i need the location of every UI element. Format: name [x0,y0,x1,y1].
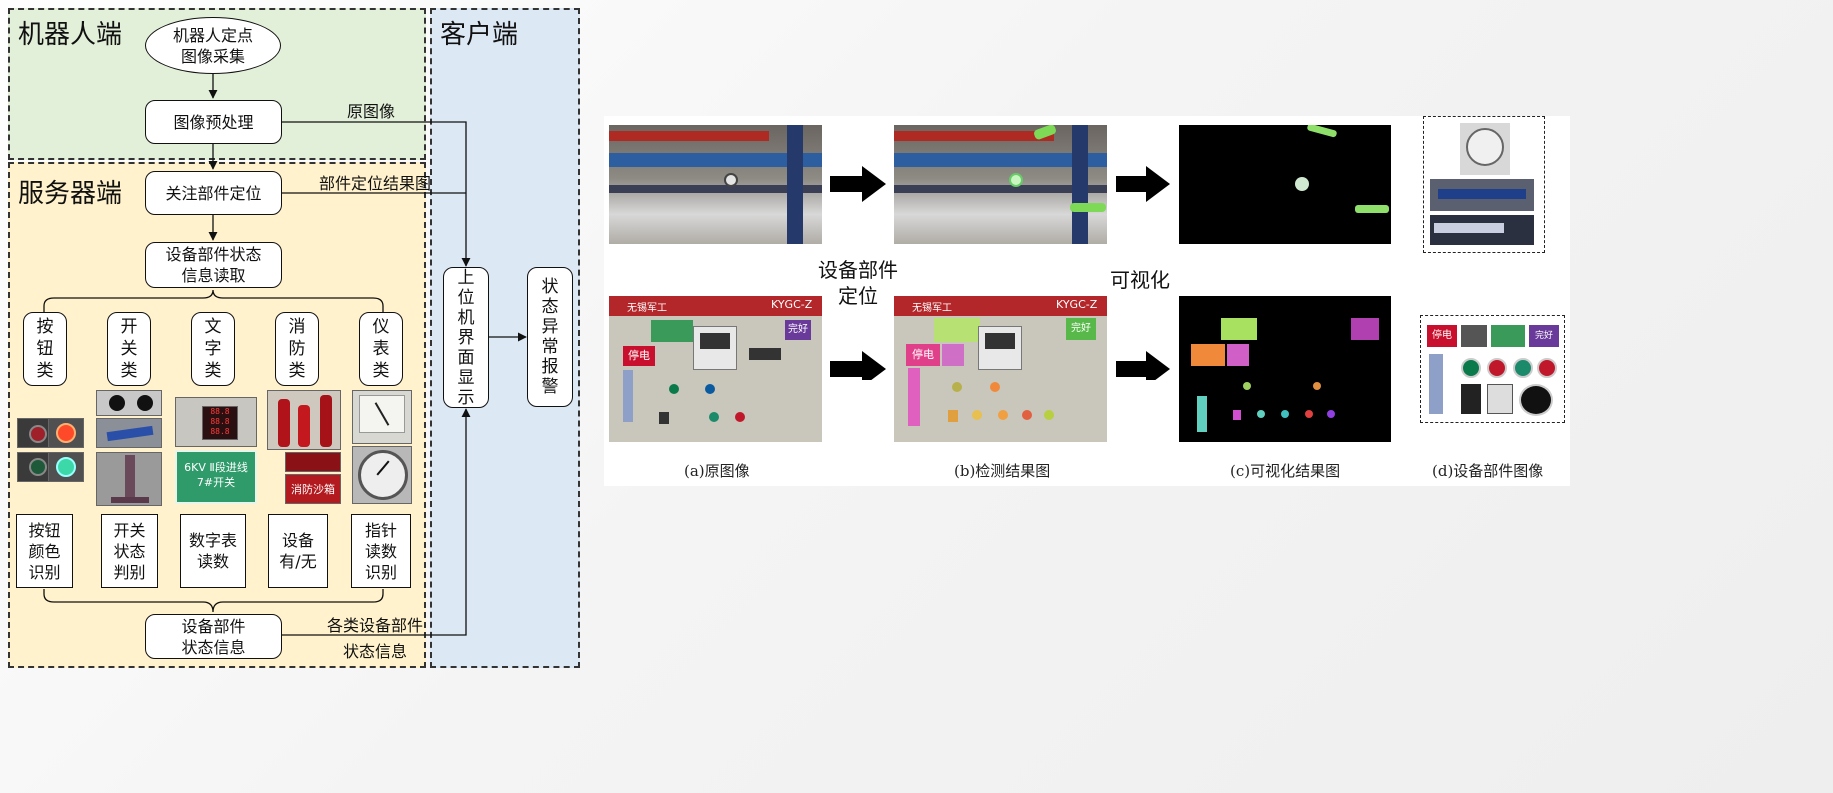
tag-power-off-a: 停电 [623,346,655,366]
arrow-a-to-b-top [830,166,886,202]
part-tag-good: 完好 [1529,325,1559,347]
server-region-title: 服务器端 [18,179,123,209]
photo-b-cabinet-detected: 无锡军工 KYGC-Z 停电 完好 [894,296,1107,442]
label-locate: 设备部件 定位 [818,258,898,308]
flow-connectors [43,74,527,636]
photo-b-pipes-detected [894,125,1107,244]
thumb-fire-extinguishers [267,390,341,450]
tag-good-a: 完好 [785,320,811,340]
part-knob-4 [1537,358,1557,378]
client-region-title: 客户端 [440,20,519,50]
fire-sandbox-text: 消防沙箱 [291,483,335,496]
thumb-pressure-gauge [352,446,412,504]
thumb-digital-display: 88.8 88.8 88.8 [175,397,257,447]
photo-a-cabinet: 无锡军工 KYGC-Z 停电 完好 [609,296,822,442]
part-sign [1491,325,1525,347]
caption-b: (b)检测结果图 [954,462,1051,480]
tag-power-off-b: 停电 [906,344,940,366]
edge-original-to-display [282,121,471,267]
category-button: 按 钮 类 [23,312,67,386]
thumb-switch-handle [96,418,162,448]
part-handle [1429,354,1443,414]
cabinet-model-a: KYGC-Z [771,298,813,311]
category-fire: 消 防 类 [275,312,319,386]
parts-box-pipes [1423,116,1545,253]
tag-good-b: 完好 [1066,318,1096,340]
edge-state-to-display [282,408,471,636]
category-switch: 开 关 类 [107,312,151,386]
label-parts-state-1: 各类设备部件 [327,616,424,635]
part-valve-handle-2 [1430,215,1534,245]
thumb-sign: 6KV Ⅱ段进线 7#开关 [175,450,257,504]
result-switch-state: 开关 状态 判别 [101,514,158,588]
category-meter: 仪 表 类 [359,312,403,386]
result-device-presence: 设备 有/无 [268,514,328,588]
preprocess-node: 图像预处理 [145,100,282,144]
photo-c-pipes-mask [1179,125,1391,244]
part-display [1461,325,1487,347]
cabinet-brand-a: 无锡军工 [627,303,667,314]
photo-c-cabinet-mask [1179,296,1391,442]
caption-a: (a)原图像 [684,462,750,480]
caption-c: (c)可视化结果图 [1230,462,1341,480]
thumb-button-green-on [48,452,84,482]
label-visualize: 可视化 [1110,268,1170,292]
sign-text: 6KV Ⅱ段进线 7#开关 [184,461,248,489]
category-text: 文 字 类 [191,312,235,386]
result-pointer-reading: 指针 读数 识别 [351,514,411,588]
part-tag-power-off: 停电 [1427,325,1457,347]
arrow-b-to-c-bottom [1116,351,1170,380]
part-switch-1 [1461,384,1481,414]
brace-top [43,289,384,312]
photo-a-pipes [609,125,822,244]
brace-bottom [43,589,384,613]
label-parts-state-2: 状态信息 [343,642,408,661]
part-switch-3 [1519,384,1553,416]
locate-node: 关注部件定位 [145,171,282,215]
thumb-switch-knobs [96,390,162,416]
robot-region-title: 机器人端 [18,20,123,50]
alarm-node: 状 态 异 常 报 警 [527,267,573,407]
result-button-color: 按钮 颜色 识别 [16,514,73,588]
label-locate-result: 部件定位结果图 [319,174,432,193]
part-knob-1 [1461,358,1481,378]
part-knob-2 [1487,358,1507,378]
part-knob-3 [1513,358,1533,378]
capture-node: 机器人定点 图像采集 [145,17,281,74]
part-switch-2 [1487,384,1513,414]
arrow-b-to-c-top [1116,166,1170,202]
thumb-fire-sandbox-label: 消防沙箱 [285,474,341,504]
thumb-button-red-on [48,418,84,448]
thumb-switch-shaft [96,452,162,506]
cabinet-model-b: KYGC-Z [1056,298,1098,311]
display-node: 上 位 机 界 面 显 示 [443,267,489,408]
part-gauge [1460,123,1510,175]
part-valve-handle-1 [1430,179,1534,211]
state-info-node: 设备部件 状态信息 [145,614,282,659]
thumb-fire-sandbox [285,452,341,472]
caption-d: (d)设备部件图像 [1432,462,1544,480]
parts-box-cabinet: 停电 完好 [1420,315,1565,423]
thumb-ammeter [352,390,412,444]
read-state-node: 设备部件状态 信息读取 [145,242,282,288]
label-original-image: 原图像 [347,102,396,121]
cabinet-brand-b: 无锡军工 [912,303,952,314]
panel-arrows [830,166,1170,380]
arrow-a-to-b-bottom [830,351,886,380]
result-digital-reading: 数字表 读数 [180,514,246,588]
